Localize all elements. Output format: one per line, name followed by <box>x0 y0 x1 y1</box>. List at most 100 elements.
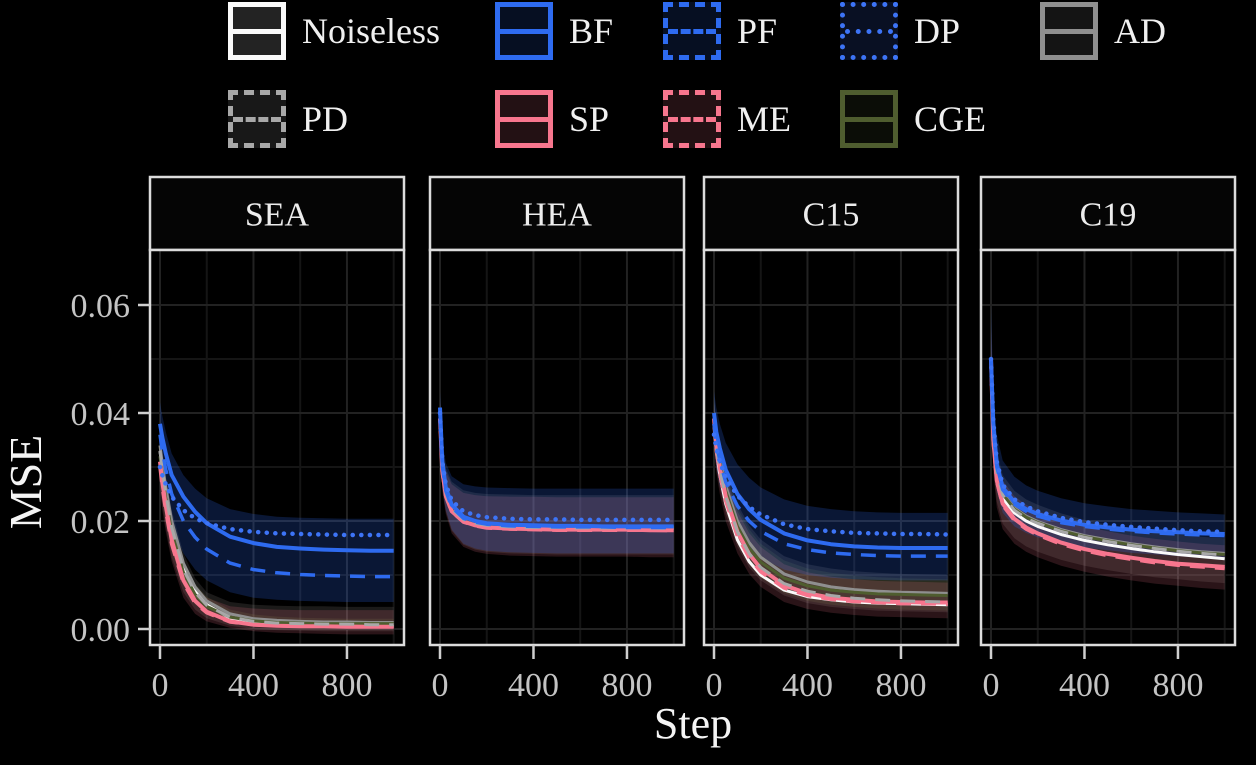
y-tick-label: 0.06 <box>71 288 131 325</box>
x-tick-label: 800 <box>875 667 926 704</box>
x-tick-label: 400 <box>228 667 279 704</box>
ribbon-blue <box>991 305 1225 559</box>
ribbon-gray <box>160 429 394 632</box>
facet-strip <box>702 175 960 252</box>
x-tick-label: 0 <box>983 667 1000 704</box>
facet-strip-label: C19 <box>1080 197 1137 234</box>
legend-label-me: ME <box>737 99 791 139</box>
x-tick-label: 0 <box>152 667 169 704</box>
panel-background <box>430 250 684 645</box>
ribbon-blue <box>440 391 674 554</box>
legend-key-dp-icon <box>840 2 898 60</box>
legend-key-line-icon <box>1045 29 1093 34</box>
x-tick-label: 0 <box>706 667 723 704</box>
facet-strip-label: C15 <box>803 197 860 234</box>
x-tick-label: 400 <box>782 667 833 704</box>
ribbon-gray <box>440 396 674 555</box>
legend-key-sp-icon <box>495 90 553 148</box>
legend-item-sp: SP <box>495 90 609 148</box>
x-tick-label: 0 <box>432 667 449 704</box>
legend-item-pf: PF <box>663 2 777 60</box>
x-tick-label: 400 <box>508 667 559 704</box>
x-tick-label: 800 <box>1152 667 1203 704</box>
legend: Noiseless BF PF DP AD PD SP ME <box>0 0 1256 170</box>
panel-background <box>704 250 958 645</box>
legend-label-noiseless: Noiseless <box>302 11 440 51</box>
series-line-me <box>989 358 1225 571</box>
facet-strip <box>148 175 406 252</box>
legend-key-line-icon <box>668 117 716 122</box>
legend-label-pd: PD <box>302 99 349 139</box>
legend-key-line-icon <box>668 29 716 34</box>
series-line-dp <box>437 410 676 523</box>
series-line-me <box>158 466 394 629</box>
ribbon-pink <box>160 434 394 635</box>
legend-key-line-icon <box>845 117 893 122</box>
legend-item-ad: AD <box>1040 2 1166 60</box>
panel-background <box>981 250 1235 645</box>
facet-strip-label: HEA <box>522 197 592 234</box>
legend-item-me: ME <box>663 90 791 148</box>
y-axis-title: MSE <box>0 434 51 530</box>
y-tick-label: 0.04 <box>71 396 131 433</box>
panel-border <box>428 248 686 647</box>
series-line-bf <box>712 412 948 550</box>
legend-key-line-icon <box>845 29 893 34</box>
series-line-dp <box>711 432 950 537</box>
x-tick-label: 400 <box>1059 667 1110 704</box>
series-line-bf <box>158 423 394 553</box>
ribbon-blue <box>714 391 948 581</box>
legend-key-line-icon <box>233 29 281 34</box>
series-line-pf <box>158 434 394 579</box>
panel-border <box>702 248 960 647</box>
facet-HEA: HEA 0 400 800 <box>428 175 686 704</box>
series-line-bf <box>438 407 674 529</box>
ribbon-blue <box>160 402 394 602</box>
legend-key-pf-icon <box>663 2 721 60</box>
x-tick-label: 800 <box>601 667 652 704</box>
y-tick-label: 0.02 <box>71 504 131 541</box>
ribbon-pink <box>991 326 1225 590</box>
series-line-ad <box>158 445 394 624</box>
legend-label-sp: SP <box>569 99 610 139</box>
facet-strip <box>979 175 1237 252</box>
legend-item-bf: BF <box>495 2 613 60</box>
legend-item-noiseless: Noiseless <box>228 2 440 60</box>
legend-key-ad-icon <box>1040 2 1098 60</box>
legend-key-line-icon <box>500 29 548 34</box>
legend-item-dp: DP <box>840 2 960 60</box>
legend-label-pf: PF <box>737 11 778 51</box>
y-tick-label: 0.00 <box>71 612 131 649</box>
facet-strip-label: SEA <box>245 197 310 234</box>
panel-border <box>979 248 1237 647</box>
legend-key-bf-icon <box>495 2 553 60</box>
series-line-dp <box>988 356 1227 535</box>
series-line-pd <box>158 450 394 627</box>
legend-key-noiseless-icon <box>228 2 286 60</box>
legend-label-dp: DP <box>914 11 961 51</box>
x-tick-label: 800 <box>321 667 372 704</box>
legend-label-cge: CGE <box>914 99 986 139</box>
facet-strip <box>428 175 686 252</box>
legend-label-ad: AD <box>1114 11 1166 51</box>
series-line-pf <box>712 423 948 558</box>
x-axis-title: Step <box>653 699 733 748</box>
legend-key-cge-icon <box>840 90 898 148</box>
facet-C19: C19 0 400 800 <box>979 175 1237 704</box>
series-line-pd <box>989 358 1225 557</box>
series-line-pd <box>712 423 948 604</box>
facet-SEA: SEA 0 400 800 <box>148 175 406 704</box>
legend-item-cge: CGE <box>840 90 986 148</box>
facet-C15: C15 0 400 800 <box>702 175 960 704</box>
legend-key-me-icon <box>663 90 721 148</box>
legend-item-pd: PD <box>228 90 348 148</box>
ribbon-green <box>714 396 948 611</box>
ribbon-gray <box>714 396 948 613</box>
panel-border <box>148 248 406 647</box>
legend-key-line-icon <box>500 117 548 122</box>
legend-label-bf: BF <box>569 11 614 51</box>
legend-key-line-icon <box>233 117 281 122</box>
legend-key-pd-icon <box>228 90 286 148</box>
